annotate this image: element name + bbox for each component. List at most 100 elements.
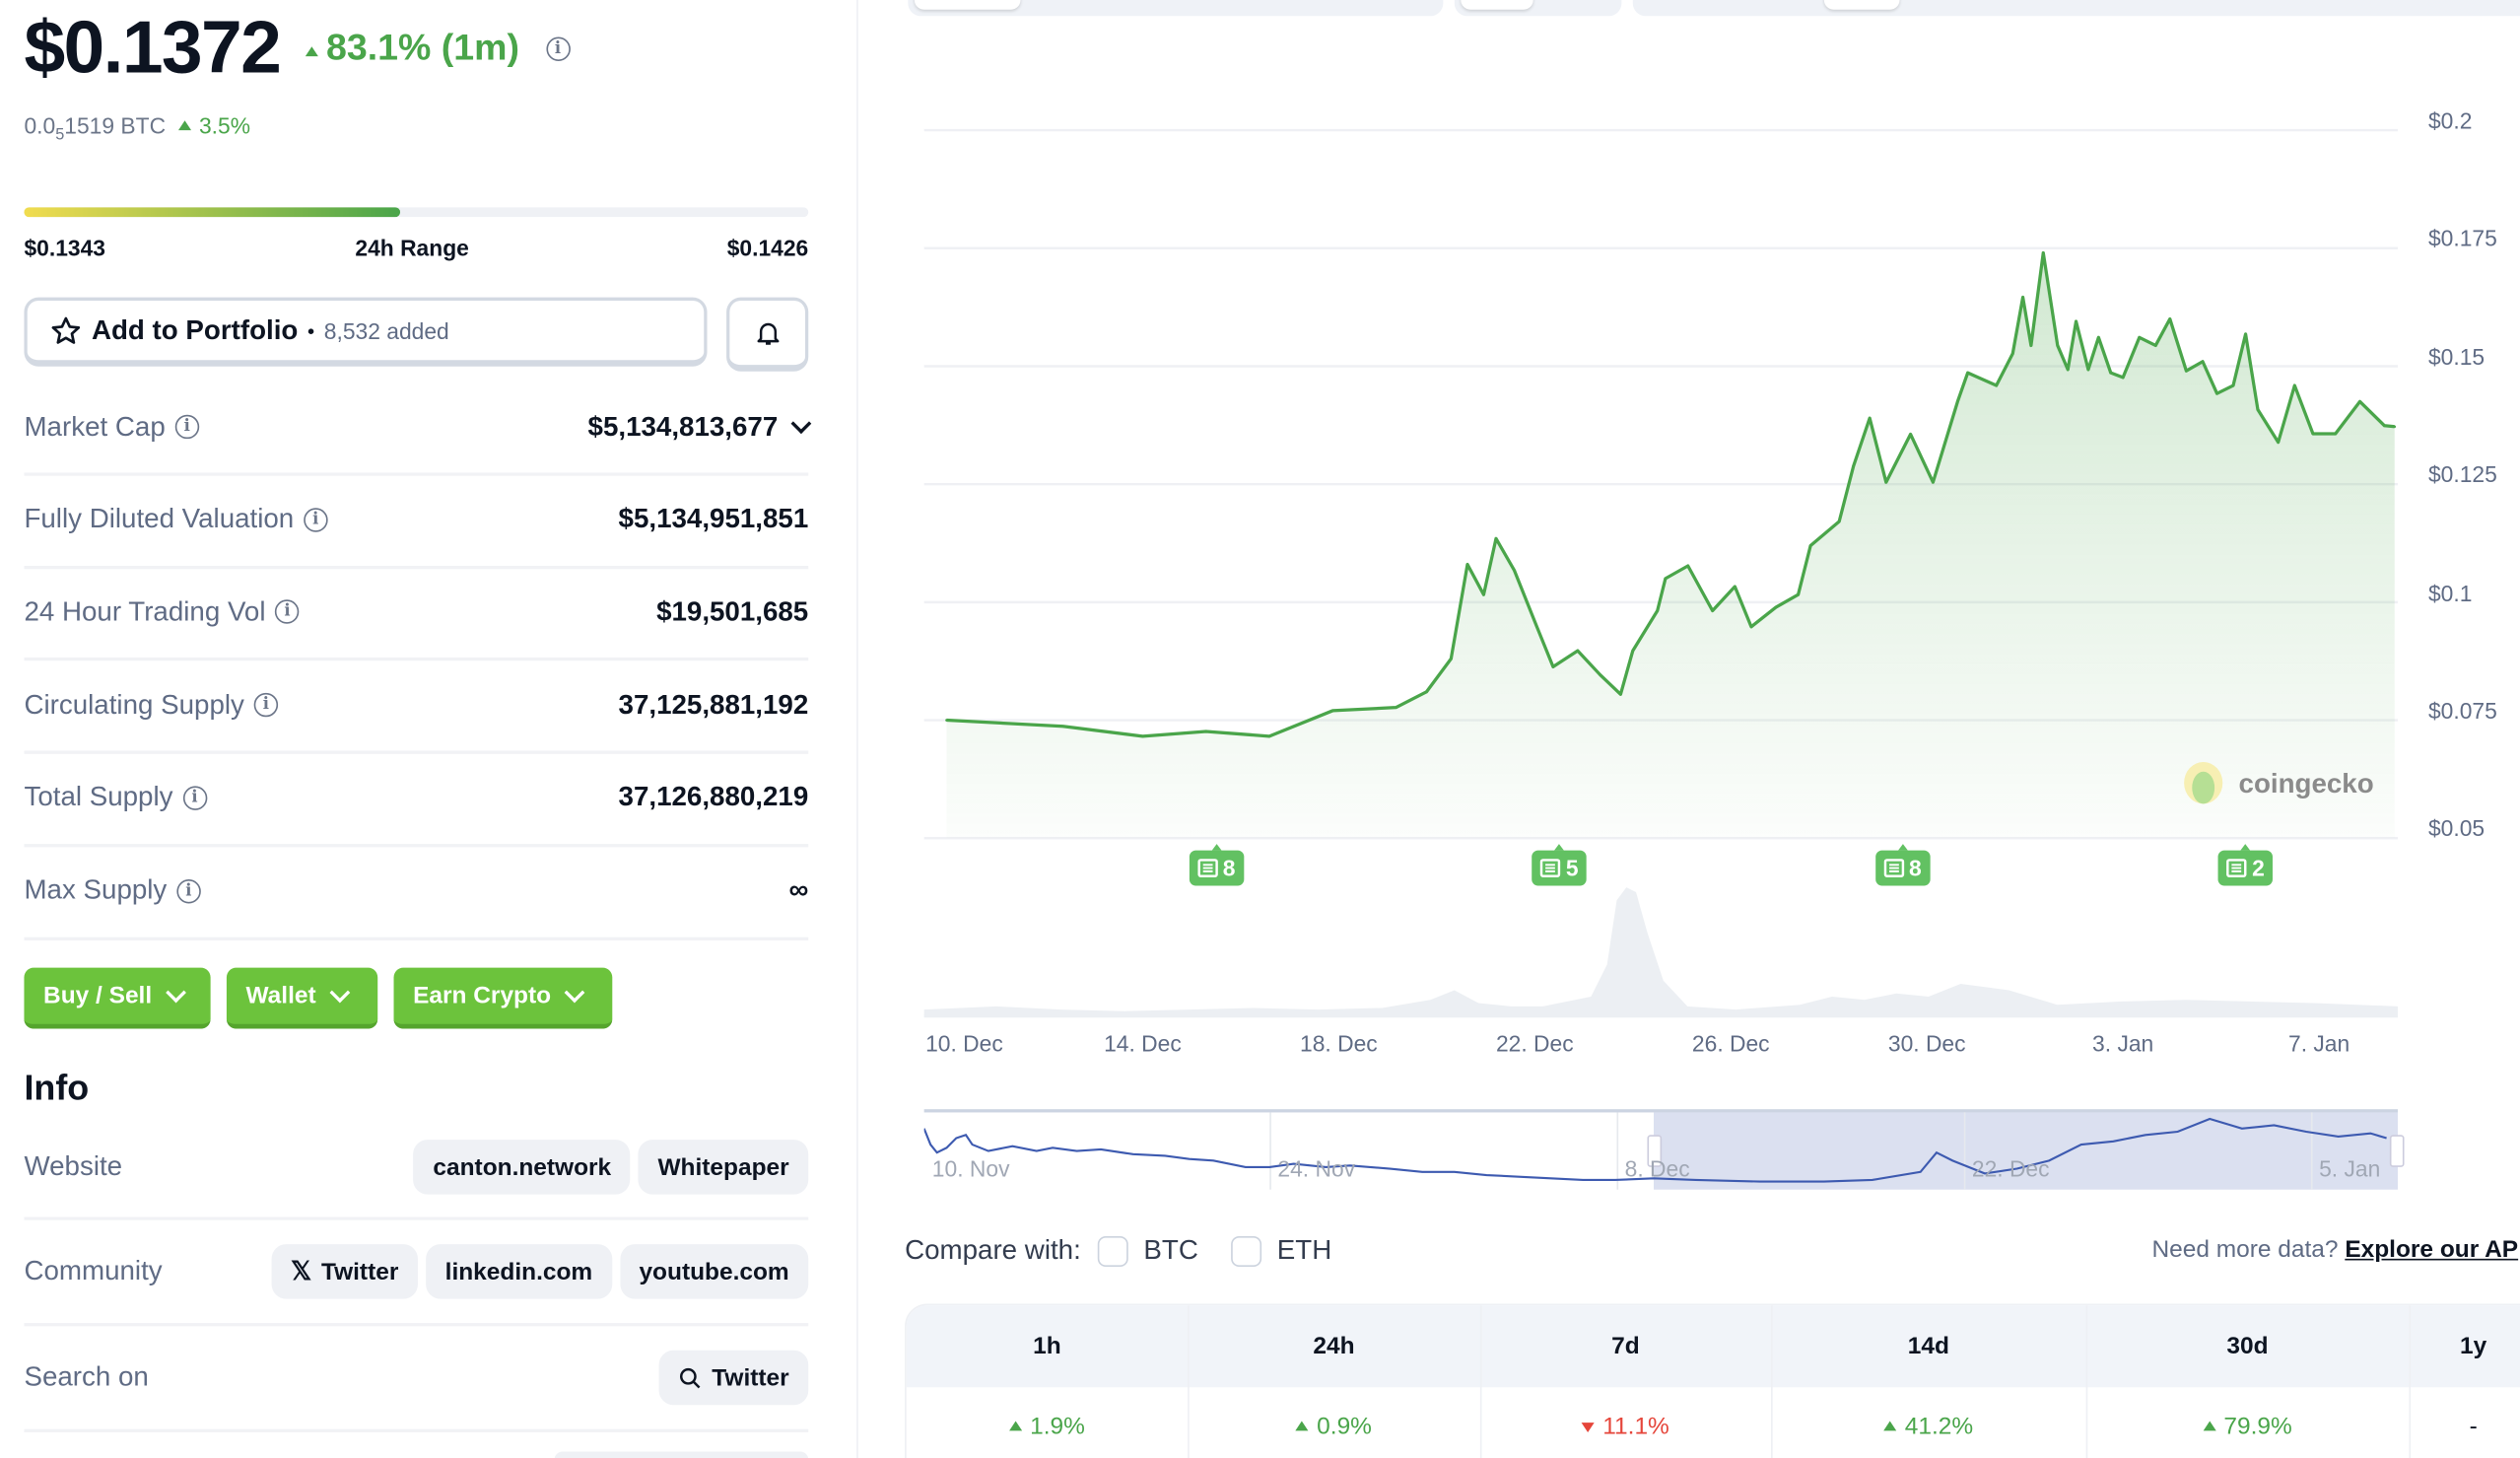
info-icon[interactable]: i xyxy=(275,599,300,625)
x-tick-label: 3. Jan xyxy=(2092,1030,2154,1057)
earn-crypto-label: Earn Crypto xyxy=(413,982,552,1010)
active-range-tab[interactable] xyxy=(1823,0,1900,10)
wallet-button[interactable]: Wallet xyxy=(226,967,378,1029)
add-to-portfolio-button[interactable]: Add to Portfolio • 8,532 added xyxy=(24,297,708,367)
news-marker[interactable]: 8 xyxy=(1874,844,1930,886)
chevron-down-icon xyxy=(328,982,350,1004)
whitepaper-link[interactable]: Whitepaper xyxy=(638,1140,809,1195)
price-point xyxy=(1425,690,1428,694)
search-twitter-link[interactable]: Twitter xyxy=(658,1350,809,1406)
price-point xyxy=(2311,432,2315,436)
stat-label: 24 Hour Trading Vol i xyxy=(24,596,300,629)
y-tick-label: $0.05 xyxy=(2427,815,2486,842)
price-point xyxy=(2244,332,2247,336)
stat-label-text: Market Cap xyxy=(24,410,166,442)
navigator-right-handle[interactable] xyxy=(2389,1135,2405,1167)
price-point xyxy=(1267,734,1271,738)
compare-btc-checkbox[interactable] xyxy=(1097,1235,1128,1267)
x-tick-label: 26. Dec xyxy=(1691,1030,1770,1057)
info-icon[interactable]: i xyxy=(253,692,279,718)
chart-type-tabs[interactable] xyxy=(908,0,1444,17)
active-tab[interactable] xyxy=(914,0,1021,10)
price-point xyxy=(1465,563,1469,566)
performance-value-text: 11.1% xyxy=(1582,1413,1669,1440)
price-point xyxy=(2021,296,2024,299)
price-point xyxy=(2042,251,2045,254)
info-icon[interactable]: i xyxy=(304,507,328,532)
info-row-search: Search on Twitter xyxy=(24,1326,809,1432)
compare-label: Compare with: xyxy=(905,1234,1081,1266)
stat-label: Total Supply i xyxy=(24,782,207,814)
stat-value: $19,501,685 xyxy=(656,596,808,629)
stat-label: Market Cap i xyxy=(24,410,200,444)
range-navigator[interactable] xyxy=(923,1109,2405,1190)
price-point xyxy=(2075,319,2077,323)
time-range-tabs[interactable] xyxy=(1632,0,2520,17)
price-point xyxy=(2215,391,2218,395)
y-tick-label: $0.125 xyxy=(2427,461,2497,488)
navigator-label: 10. Nov xyxy=(931,1155,1010,1182)
performance-value-text: 79.9% xyxy=(2203,1413,2291,1440)
api-promo-text: Need more data? xyxy=(2151,1236,2339,1264)
youtube-link[interactable]: youtube.com xyxy=(619,1244,809,1299)
price-point xyxy=(1204,729,1207,733)
info-icon[interactable]: i xyxy=(174,414,200,440)
buy-sell-label: Buy / Sell xyxy=(43,982,153,1010)
info-icon[interactable]: i xyxy=(545,37,571,62)
stat-row: Fully Diluted Valuation i $5,134,951,851 xyxy=(24,474,808,569)
x-tick-label: 22. Dec xyxy=(1495,1030,1574,1057)
info-icon[interactable]: i xyxy=(182,786,207,810)
news-marker[interactable]: 8 xyxy=(1189,844,1244,886)
news-count: 2 xyxy=(2252,855,2265,881)
search-on-label: Search on xyxy=(24,1361,149,1393)
price-point xyxy=(1619,692,1622,696)
price-point xyxy=(2121,376,2125,380)
twitter-link[interactable]: 𝕏 Twitter xyxy=(271,1244,418,1299)
chevron-down-icon xyxy=(564,982,585,1004)
performance-table: 1h 1.9% 24h 0.9% 7d 11.1% 14d 41.2% 30d 79.9% 1y - xyxy=(905,1303,2520,1458)
compare-btc-label[interactable]: BTC xyxy=(1143,1234,1198,1266)
compare-eth-checkbox[interactable] xyxy=(1230,1235,1261,1267)
website-link[interactable]: canton.network xyxy=(413,1140,631,1195)
range-high: $0.1426 xyxy=(726,235,809,261)
stat-value-text: $19,501,685 xyxy=(656,595,809,627)
compare-row: Compare with: BTC ETH xyxy=(905,1234,1331,1267)
price-point xyxy=(2393,425,2397,429)
wallet-label: Wallet xyxy=(245,982,316,1010)
info-icon[interactable]: i xyxy=(176,878,201,903)
price-chart[interactable]: coingecko xyxy=(900,97,2520,1061)
volume-area xyxy=(923,887,2399,1016)
performance-value-text: 0.9% xyxy=(1296,1413,1372,1440)
price-point xyxy=(1966,371,1969,375)
stat-label-text: Max Supply xyxy=(24,874,168,906)
price-point xyxy=(1599,673,1601,676)
price-point xyxy=(2292,383,2296,387)
navigator-left-handle[interactable] xyxy=(1647,1135,1663,1167)
navigator-label: 5. Jan xyxy=(2319,1155,2381,1182)
stat-value: ∞ xyxy=(788,874,808,907)
stat-value: $5,134,951,851 xyxy=(619,504,809,536)
linkedin-link[interactable]: linkedin.com xyxy=(426,1244,612,1299)
earn-crypto-button[interactable]: Earn Crypto xyxy=(393,967,613,1029)
next-chip[interactable] xyxy=(554,1451,809,1458)
price-point xyxy=(1995,383,1998,387)
active-mode-tab[interactable] xyxy=(1461,0,1533,10)
news-marker[interactable]: 5 xyxy=(1532,844,1587,886)
stat-row[interactable]: Market Cap i $5,134,813,677 xyxy=(24,381,812,476)
navigator-label: 24. Nov xyxy=(1277,1155,1356,1182)
search-twitter-label: Twitter xyxy=(712,1363,789,1392)
price-point xyxy=(2231,383,2235,387)
current-price: $0.1372 xyxy=(24,4,281,89)
compare-eth-label[interactable]: ETH xyxy=(1276,1234,1332,1266)
explore-api-link[interactable]: Explore our AP xyxy=(2345,1236,2519,1264)
price-point xyxy=(2010,352,2014,355)
chevron-down-icon[interactable] xyxy=(790,413,812,435)
news-marker[interactable]: 2 xyxy=(2217,844,2274,886)
buy-sell-button[interactable]: Buy / Sell xyxy=(24,967,211,1029)
price-point xyxy=(1576,649,1580,653)
api-promo: Need more data? Explore our AP xyxy=(2152,1236,2519,1264)
price-alert-button[interactable] xyxy=(726,297,809,372)
stat-row: Circulating Supply i 37,125,881,192 xyxy=(24,660,808,754)
price-point xyxy=(2029,344,2033,347)
